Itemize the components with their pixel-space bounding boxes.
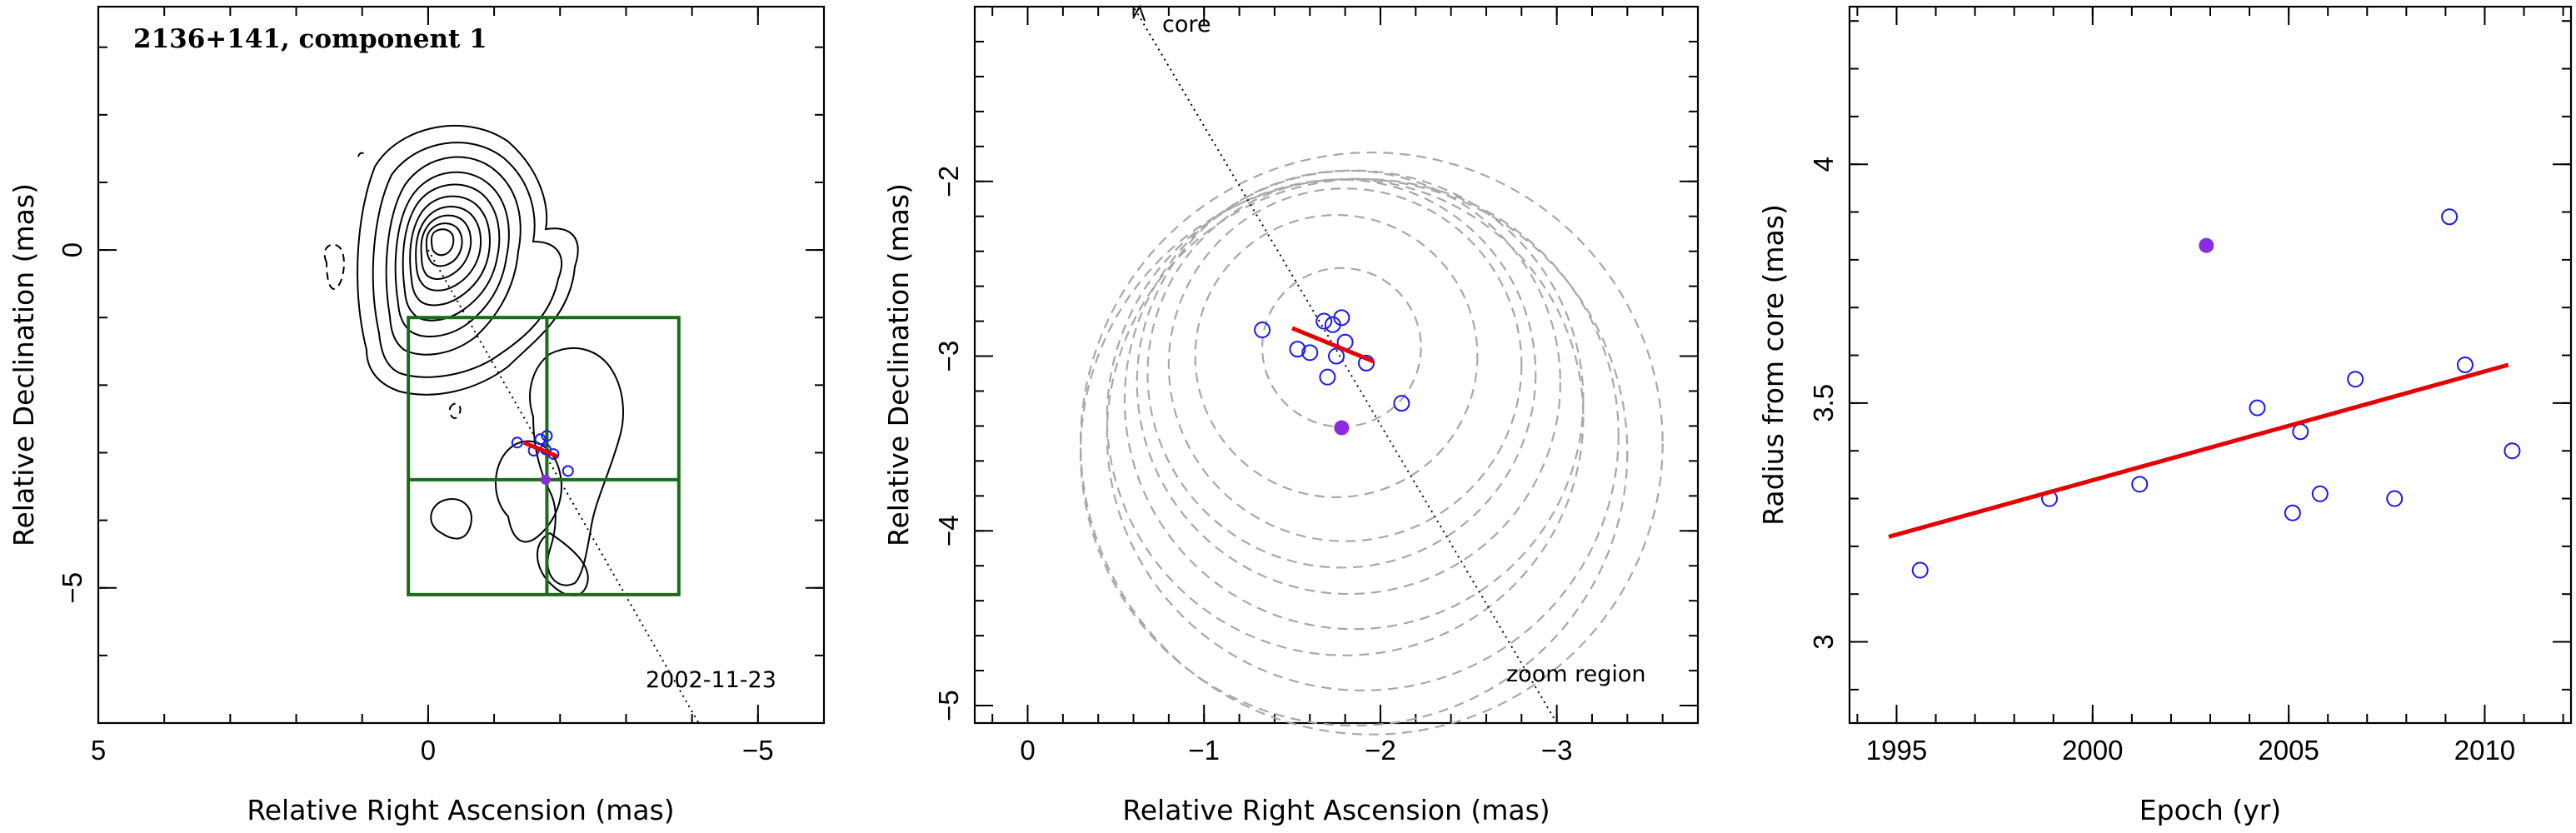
y-tick-label: 3 (1808, 634, 1839, 649)
x-tick-label: 2005 (2258, 735, 2319, 766)
left-fit-line (522, 440, 558, 458)
position-uncertainty-circle (1146, 178, 1537, 569)
y-tick-label: −2 (933, 166, 964, 197)
position-uncertainty-circle (1106, 178, 1585, 656)
panel-sky-map: 5 0 −50−5 2136+141, com (7, 5, 826, 826)
middle-ticks: 0 −1 −2 −3 −2 −3 −4 −5 (933, 7, 1698, 766)
filled-data-point (2199, 237, 2214, 253)
core-arrowhead (1132, 4, 1146, 22)
y-tick-label: 0 (57, 242, 87, 257)
uncertainty-circles (1079, 151, 1664, 736)
open-data-point (541, 430, 553, 442)
right-frame (1848, 5, 2573, 725)
middle-ylabel: Relative Declination (mas) (882, 183, 915, 546)
open-data-point (1357, 354, 1375, 372)
open-data-point (1254, 322, 1271, 339)
x-tick-label: −2 (1365, 735, 1396, 766)
y-tick-label: 3.5 (1808, 384, 1839, 422)
y-tick-label: −4 (933, 515, 964, 546)
open-data-point (2386, 490, 2404, 507)
open-data-point (1315, 312, 1333, 330)
right-ylabel: Radius from core (mas) (1757, 204, 1790, 526)
open-data-point (1319, 368, 1336, 386)
open-data-point (2131, 476, 2149, 493)
right-ticks: 1995 2000 2005 2010 3 3.5 4 (1808, 7, 2571, 766)
open-data-point (2441, 208, 2459, 226)
left-frame (97, 5, 826, 725)
x-tick-label: 2000 (2062, 735, 2123, 766)
position-uncertainty-circle (1079, 177, 1629, 727)
zoom-region-label: zoom region (1506, 661, 1645, 687)
x-tick-label: 2010 (2454, 735, 2515, 766)
position-uncertainty-circle (1079, 151, 1664, 736)
panel-radius-vs-epoch: 1995 2000 2005 2010 3 3.5 4 Epoch (yr) Radius … (1757, 5, 2573, 826)
filled-data-point (1334, 420, 1350, 436)
x-tick-label: 5 (91, 735, 106, 766)
epoch-label: 2002-11-23 (646, 667, 776, 693)
open-data-point (1393, 395, 1410, 412)
y-tick-label: −5 (933, 690, 964, 721)
right-component-points (1911, 208, 2521, 579)
x-tick-label: 0 (421, 735, 436, 766)
panel-title: 2136+141, component 1 (133, 24, 487, 54)
left-xlabel: Relative Right Ascension (mas) (247, 794, 674, 826)
x-tick-label: −3 (1541, 735, 1573, 766)
y-tick-label: 4 (1808, 157, 1839, 172)
position-uncertainty-circle (1123, 169, 1585, 631)
position-uncertainty-circle (1167, 187, 1523, 542)
x-tick-label: 1995 (1866, 735, 1927, 766)
x-tick-label: −5 (742, 735, 774, 766)
middle-frame (973, 5, 1700, 725)
open-data-point (511, 436, 523, 449)
open-data-point (2292, 423, 2309, 441)
open-data-point (2456, 357, 2474, 373)
position-uncertainty-circle (1194, 214, 1479, 498)
open-data-point (534, 433, 547, 446)
core-direction-line (1132, 6, 1558, 724)
y-tick-label: −3 (933, 341, 964, 372)
open-data-point (2347, 371, 2364, 388)
open-data-point (2504, 442, 2521, 460)
open-data-point (1328, 347, 1345, 365)
left-ylabel: Relative Declination (mas) (7, 183, 40, 546)
open-data-point (2284, 504, 2301, 521)
open-data-point (1911, 561, 1929, 579)
open-data-point (1333, 309, 1350, 327)
open-data-point (562, 465, 574, 477)
y-tick-label: −5 (57, 572, 87, 604)
open-data-point (1301, 344, 1319, 362)
x-tick-label: −1 (1188, 735, 1220, 766)
open-data-point (2311, 485, 2329, 502)
open-data-point (2249, 399, 2266, 416)
x-tick-label: 0 (1020, 735, 1035, 766)
position-uncertainty-circle (1106, 177, 1620, 691)
left-ticks: 5 0 −5 0 −5 (57, 7, 825, 766)
radio-contours (323, 125, 624, 596)
position-uncertainty-circle (1136, 169, 1561, 596)
core-label: core (1162, 12, 1211, 37)
middle-fit-line (1291, 326, 1375, 364)
filled-data-point (540, 474, 551, 485)
right-fit-line (1888, 362, 2509, 539)
middle-xlabel: Relative Right Ascension (mas) (1122, 794, 1550, 826)
right-xlabel: Epoch (yr) (2139, 794, 2281, 826)
middle-component-points (1254, 309, 1410, 436)
core-direction-line (427, 249, 700, 724)
left-component-points (511, 430, 574, 485)
panel-zoom: 0 −1 −2 −3 −2 −3 −4 −5 core zoom region Relativ… (882, 4, 1700, 826)
open-data-point (1289, 341, 1306, 358)
